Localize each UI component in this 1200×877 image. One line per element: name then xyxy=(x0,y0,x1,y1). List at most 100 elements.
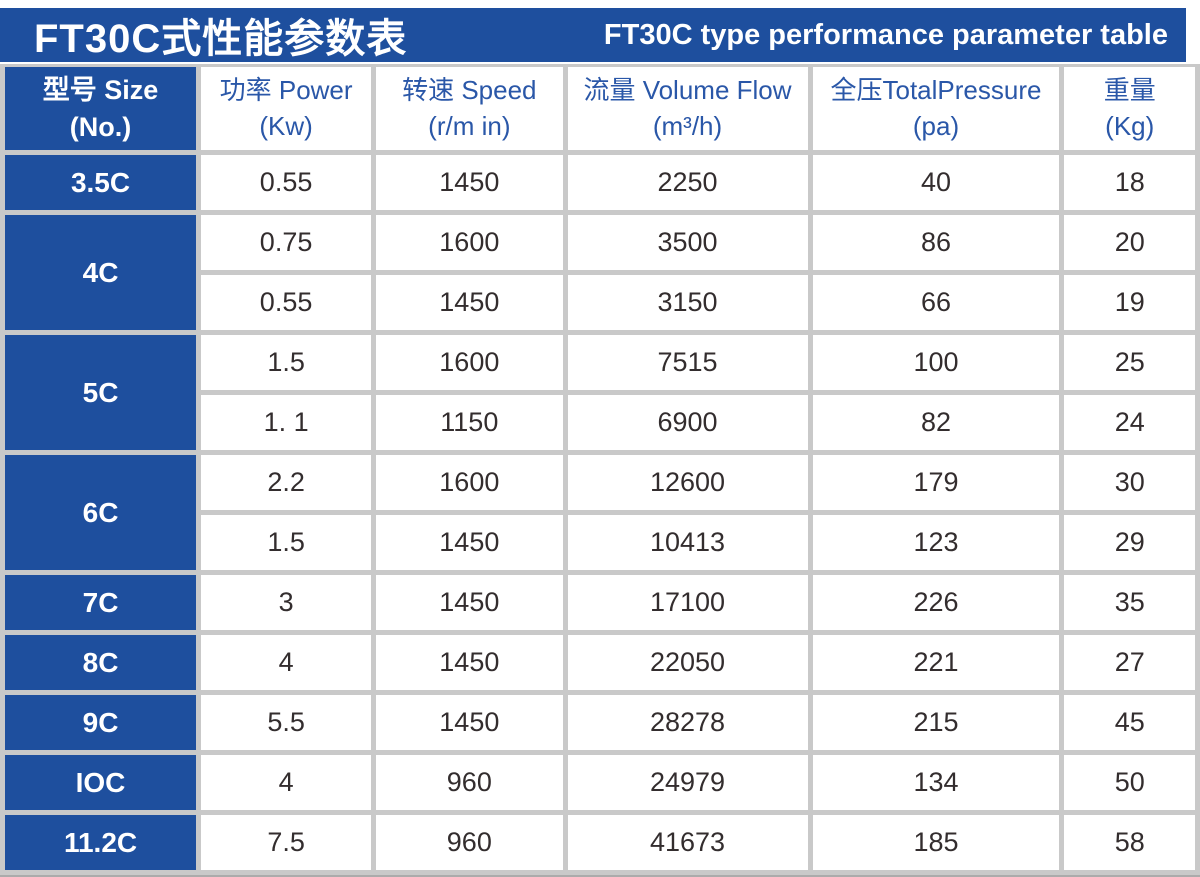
column-header-weight-line1: 重量 xyxy=(1103,75,1156,106)
table-row: 0.55 1450 3150 66 19 xyxy=(5,275,1195,330)
power-cell: 3 xyxy=(201,575,372,630)
speed-cell: 960 xyxy=(376,815,563,870)
size-cell: 5C xyxy=(5,335,197,450)
pressure-cell: 226 xyxy=(812,575,1060,630)
flow-cell: 22050 xyxy=(567,635,808,690)
flow-cell: 17100 xyxy=(567,575,808,630)
flow-cell: 2250 xyxy=(567,155,808,210)
weight-cell: 27 xyxy=(1064,635,1195,690)
table-row: 1.5 1450 10413 123 29 xyxy=(5,515,1195,570)
speed-cell: 1450 xyxy=(376,635,563,690)
power-cell: 1.5 xyxy=(201,335,372,390)
table-row: 4C 0.75 1600 3500 86 20 xyxy=(5,215,1195,330)
table-row: 3.5C 0.55 1450 2250 40 18 xyxy=(5,155,1195,210)
power-cell: 5.5 xyxy=(201,695,372,750)
column-header-total-pressure-line2: (pa) xyxy=(912,110,960,141)
header-row: 型号 Size (No.) 功率 Power (Kw) 转速 Speed (r/… xyxy=(5,67,1195,150)
weight-cell: 18 xyxy=(1064,155,1195,210)
flow-cell: 41673 xyxy=(567,815,808,870)
table-row: IOC 4 960 24979 134 50 xyxy=(5,755,1195,810)
column-header-volume-flow: 流量 Volume Flow (m³/h) xyxy=(567,67,808,150)
flow-cell: 24979 xyxy=(567,755,808,810)
power-cell: 7.5 xyxy=(201,815,372,870)
size-cell: 9C xyxy=(5,695,197,750)
size-cell: IOC xyxy=(5,755,197,810)
flow-cell: 12600 xyxy=(567,455,808,510)
weight-cell: 58 xyxy=(1064,815,1195,870)
size-cell: 8C xyxy=(5,635,197,690)
column-header-speed-line1: 转速 Speed xyxy=(402,75,537,106)
column-header-power-line2: (Kw) xyxy=(259,110,313,141)
table-row: 9C 5.5 1450 28278 215 45 xyxy=(5,695,1195,750)
size-cell: 6C xyxy=(5,455,197,570)
pressure-cell: 66 xyxy=(812,275,1060,330)
size-cell: 3.5C xyxy=(5,155,197,210)
pressure-cell: 221 xyxy=(812,635,1060,690)
pressure-cell: 86 xyxy=(812,215,1060,270)
size-cell: 7C xyxy=(5,575,197,630)
power-cell: 1. 1 xyxy=(201,395,372,450)
column-header-total-pressure-line1: 全压TotalPressure xyxy=(830,75,1042,106)
weight-cell: 19 xyxy=(1064,275,1195,330)
size-cell: 11.2C xyxy=(5,815,197,870)
weight-cell: 35 xyxy=(1064,575,1195,630)
column-header-total-pressure: 全压TotalPressure (pa) xyxy=(812,67,1060,150)
page-title-chinese: FT30C式性能参数表 xyxy=(34,17,408,61)
power-cell: 4 xyxy=(201,755,372,810)
performance-parameter-table: 型号 Size (No.) 功率 Power (Kw) 转速 Speed (r/… xyxy=(0,62,1200,877)
pressure-cell: 40 xyxy=(812,155,1060,210)
speed-cell: 1600 xyxy=(376,215,563,270)
weight-cell: 25 xyxy=(1064,335,1195,390)
speed-cell: 1450 xyxy=(376,695,563,750)
speed-cell: 1450 xyxy=(376,515,563,570)
speed-cell: 1450 xyxy=(376,155,563,210)
column-header-power: 功率 Power (Kw) xyxy=(201,67,372,150)
column-header-volume-flow-line1: 流量 Volume Flow xyxy=(583,75,792,106)
weight-cell: 29 xyxy=(1064,515,1195,570)
pressure-cell: 123 xyxy=(812,515,1060,570)
column-header-speed: 转速 Speed (r/m in) xyxy=(376,67,563,150)
size-cell: 4C xyxy=(5,215,197,330)
power-cell: 4 xyxy=(201,635,372,690)
column-header-volume-flow-line2: (m³/h) xyxy=(652,110,723,141)
pressure-cell: 100 xyxy=(812,335,1060,390)
table-row: 6C 2.2 1600 12600 179 30 xyxy=(5,455,1195,570)
speed-cell: 1600 xyxy=(376,335,563,390)
power-cell: 2.2 xyxy=(201,455,372,510)
column-header-size: 型号 Size (No.) xyxy=(5,67,197,150)
power-cell: 0.55 xyxy=(201,275,372,330)
power-cell: 0.55 xyxy=(201,155,372,210)
power-cell: 1.5 xyxy=(201,515,372,570)
flow-cell: 3500 xyxy=(567,215,808,270)
column-header-power-line1: 功率 Power xyxy=(219,75,353,106)
speed-cell: 1150 xyxy=(376,395,563,450)
speed-cell: 1600 xyxy=(376,455,563,510)
flow-cell: 3150 xyxy=(567,275,808,330)
column-header-size-line2: (No.) xyxy=(69,111,132,142)
speed-cell: 960 xyxy=(376,755,563,810)
table-row: 8C 4 1450 22050 221 27 xyxy=(5,635,1195,690)
flow-cell: 10413 xyxy=(567,515,808,570)
pressure-cell: 134 xyxy=(812,755,1060,810)
column-header-weight-line2: (Kg) xyxy=(1105,110,1155,141)
column-header-size-line1: 型号 Size xyxy=(42,75,159,106)
table-row: 5C 1.5 1600 7515 100 25 xyxy=(5,335,1195,450)
pressure-cell: 179 xyxy=(812,455,1060,510)
flow-cell: 6900 xyxy=(567,395,808,450)
pressure-cell: 185 xyxy=(812,815,1060,870)
pressure-cell: 82 xyxy=(812,395,1060,450)
flow-cell: 7515 xyxy=(567,335,808,390)
weight-cell: 45 xyxy=(1064,695,1195,750)
weight-cell: 30 xyxy=(1064,455,1195,510)
power-cell: 0.75 xyxy=(201,215,372,270)
speed-cell: 1450 xyxy=(376,275,563,330)
column-header-speed-line2: (r/m in) xyxy=(428,110,511,141)
speed-cell: 1450 xyxy=(376,575,563,630)
weight-cell: 24 xyxy=(1064,395,1195,450)
weight-cell: 50 xyxy=(1064,755,1195,810)
table-row: 1. 1 1150 6900 82 24 xyxy=(5,395,1195,450)
table-row: 11.2C 7.5 960 41673 185 58 xyxy=(5,815,1195,870)
page-title-english: FT30C type performance parameter table xyxy=(603,18,1168,51)
title-bar: FT30C式性能参数表 FT30C type performance param… xyxy=(0,8,1186,62)
